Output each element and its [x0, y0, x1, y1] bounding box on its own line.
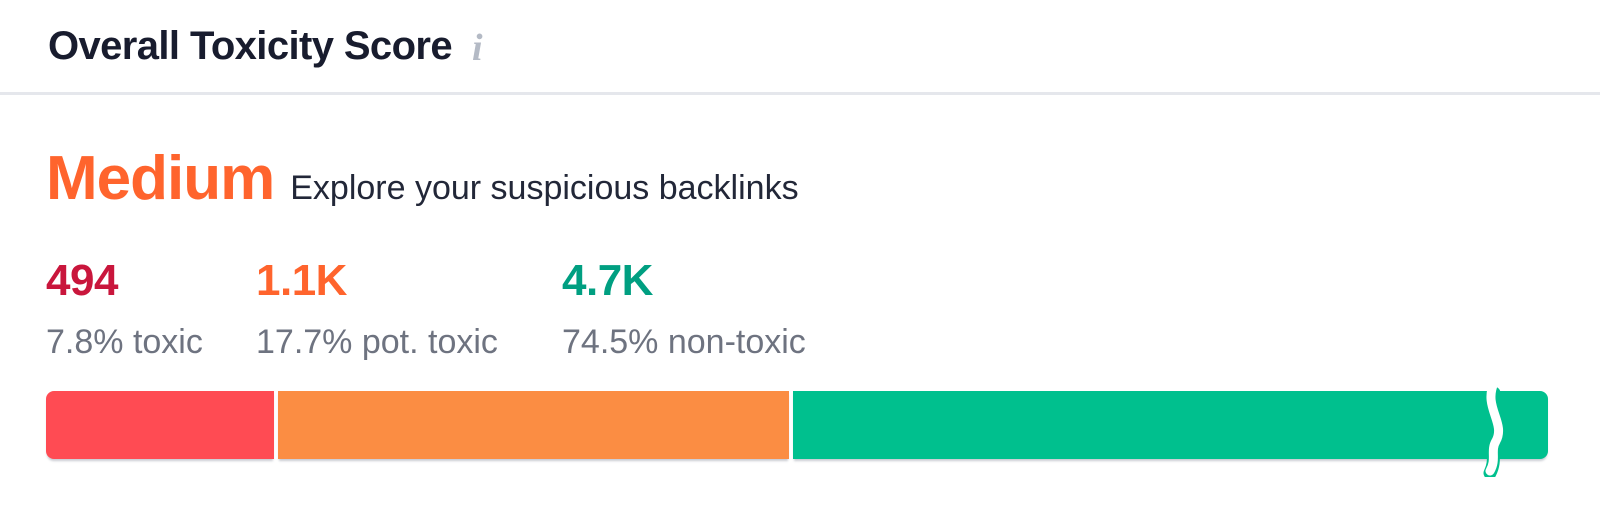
- non-toxic-count: 4.7K: [562, 256, 653, 306]
- non-toxic-percent-label: 74.5% non-toxic: [562, 323, 806, 362]
- page-title: Overall Toxicity Score: [48, 23, 453, 68]
- toxicity-distribution-bar: [46, 379, 1548, 478]
- toxic-percent-label: 7.8% toxic: [46, 323, 203, 362]
- potentially-toxic-percent-label: 17.7% pot. toxic: [256, 323, 498, 362]
- score-row: Medium Explore your suspicious backlinks: [46, 144, 1554, 213]
- stat-potentially-toxic: 1.1K 17.7% pot. toxic: [256, 256, 562, 362]
- widget-body: Medium Explore your suspicious backlinks…: [0, 144, 1600, 478]
- bar-segment-toxic[interactable]: [46, 391, 274, 460]
- potentially-toxic-count: 1.1K: [256, 256, 347, 306]
- info-icon[interactable]: i: [472, 27, 483, 69]
- stat-toxic: 494 7.8% toxic: [46, 256, 256, 362]
- bar-segment-non-toxic[interactable]: [793, 391, 1548, 460]
- stat-non-toxic: 4.7K 74.5% non-toxic: [562, 256, 806, 362]
- toxic-count: 494: [46, 256, 118, 306]
- explore-suspicious-backlinks-link[interactable]: Explore your suspicious backlinks: [290, 169, 799, 207]
- widget-header: Overall Toxicity Score i: [0, 0, 1600, 95]
- toxicity-level-value: Medium: [46, 144, 275, 213]
- bar-segment-potentially-toxic[interactable]: [278, 391, 789, 460]
- stats-row: 494 7.8% toxic 1.1K 17.7% pot. toxic 4.7…: [46, 256, 1554, 362]
